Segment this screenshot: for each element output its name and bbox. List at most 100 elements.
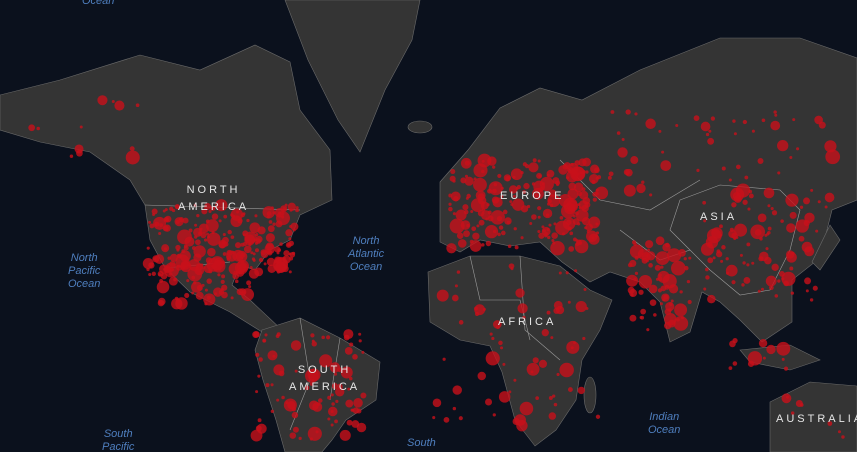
case-marker[interactable] xyxy=(640,308,647,315)
case-marker[interactable] xyxy=(344,346,353,355)
case-marker[interactable] xyxy=(485,240,492,247)
case-marker[interactable] xyxy=(498,340,503,346)
case-marker[interactable] xyxy=(193,245,206,258)
case-marker[interactable] xyxy=(254,214,258,218)
case-marker[interactable] xyxy=(248,268,260,279)
case-marker[interactable] xyxy=(781,357,785,361)
case-marker[interactable] xyxy=(512,194,516,198)
case-marker[interactable] xyxy=(334,419,338,424)
case-marker[interactable] xyxy=(710,116,716,121)
case-marker[interactable] xyxy=(196,214,200,218)
case-marker[interactable] xyxy=(809,298,814,302)
case-marker[interactable] xyxy=(579,190,589,200)
case-marker[interactable] xyxy=(279,242,283,246)
case-marker[interactable] xyxy=(766,344,776,355)
case-marker[interactable] xyxy=(670,299,674,303)
case-marker[interactable] xyxy=(538,359,548,368)
case-marker[interactable] xyxy=(201,208,208,215)
case-marker[interactable] xyxy=(524,163,530,169)
case-marker[interactable] xyxy=(217,273,221,277)
case-marker[interactable] xyxy=(707,257,714,264)
case-marker[interactable] xyxy=(553,307,560,314)
case-marker[interactable] xyxy=(716,250,723,258)
case-marker[interactable] xyxy=(742,199,748,205)
case-marker[interactable] xyxy=(629,244,644,259)
case-marker[interactable] xyxy=(456,232,464,239)
case-marker[interactable] xyxy=(347,387,351,391)
case-marker[interactable] xyxy=(312,401,323,412)
case-marker[interactable] xyxy=(164,217,169,222)
case-marker[interactable] xyxy=(583,288,587,292)
case-marker[interactable] xyxy=(208,269,213,274)
case-marker[interactable] xyxy=(246,280,252,286)
case-marker[interactable] xyxy=(227,229,232,235)
case-marker[interactable] xyxy=(503,174,511,182)
case-marker[interactable] xyxy=(473,163,488,178)
case-marker[interactable] xyxy=(207,235,211,239)
case-marker[interactable] xyxy=(728,366,733,370)
case-marker[interactable] xyxy=(195,266,199,270)
case-marker[interactable] xyxy=(310,333,315,338)
case-marker[interactable] xyxy=(529,222,533,226)
case-marker[interactable] xyxy=(442,357,446,361)
case-marker[interactable] xyxy=(452,406,457,411)
case-marker[interactable] xyxy=(151,208,158,215)
case-marker[interactable] xyxy=(255,390,259,394)
case-marker[interactable] xyxy=(563,162,571,170)
case-marker[interactable] xyxy=(351,408,355,412)
case-marker[interactable] xyxy=(519,401,534,416)
case-marker[interactable] xyxy=(552,394,556,398)
case-marker[interactable] xyxy=(361,350,365,354)
case-marker[interactable] xyxy=(577,386,585,395)
case-marker[interactable] xyxy=(266,257,276,267)
case-marker[interactable] xyxy=(781,393,792,404)
case-marker[interactable] xyxy=(509,200,513,204)
case-marker[interactable] xyxy=(757,213,767,223)
case-marker[interactable] xyxy=(148,272,152,277)
case-marker[interactable] xyxy=(777,171,781,175)
case-marker[interactable] xyxy=(291,251,296,256)
case-marker[interactable] xyxy=(481,159,485,163)
case-marker[interactable] xyxy=(327,417,331,421)
case-marker[interactable] xyxy=(687,299,692,305)
case-marker[interactable] xyxy=(660,160,672,171)
case-marker[interactable] xyxy=(153,216,167,230)
case-marker[interactable] xyxy=(629,259,637,267)
case-marker[interactable] xyxy=(168,272,173,276)
case-marker[interactable] xyxy=(448,202,452,206)
case-marker[interactable] xyxy=(164,208,168,212)
case-marker[interactable] xyxy=(448,206,453,212)
case-marker[interactable] xyxy=(513,378,517,382)
case-marker[interactable] xyxy=(255,238,262,244)
case-marker[interactable] xyxy=(664,242,670,248)
case-marker[interactable] xyxy=(221,241,226,246)
case-marker[interactable] xyxy=(662,274,677,289)
case-marker[interactable] xyxy=(258,357,263,362)
case-marker[interactable] xyxy=(193,281,197,285)
case-marker[interactable] xyxy=(707,294,716,304)
case-marker[interactable] xyxy=(148,262,155,269)
case-marker[interactable] xyxy=(780,219,784,223)
case-marker[interactable] xyxy=(769,285,774,291)
case-marker[interactable] xyxy=(497,173,502,179)
case-marker[interactable] xyxy=(538,174,542,178)
case-marker[interactable] xyxy=(193,203,197,207)
case-marker[interactable] xyxy=(485,398,493,406)
case-marker[interactable] xyxy=(659,302,663,306)
case-marker[interactable] xyxy=(283,398,297,412)
case-marker[interactable] xyxy=(246,218,250,223)
case-marker[interactable] xyxy=(735,164,741,170)
case-marker[interactable] xyxy=(841,435,845,439)
case-marker[interactable] xyxy=(452,212,456,216)
case-marker[interactable] xyxy=(574,269,578,273)
case-marker[interactable] xyxy=(703,219,707,223)
case-marker[interactable] xyxy=(572,218,580,225)
case-marker[interactable] xyxy=(277,211,282,215)
case-marker[interactable] xyxy=(345,367,349,371)
case-marker[interactable] xyxy=(280,205,288,213)
case-marker[interactable] xyxy=(451,294,459,302)
case-marker[interactable] xyxy=(537,215,541,219)
case-marker[interactable] xyxy=(162,225,169,232)
case-marker[interactable] xyxy=(626,274,639,287)
